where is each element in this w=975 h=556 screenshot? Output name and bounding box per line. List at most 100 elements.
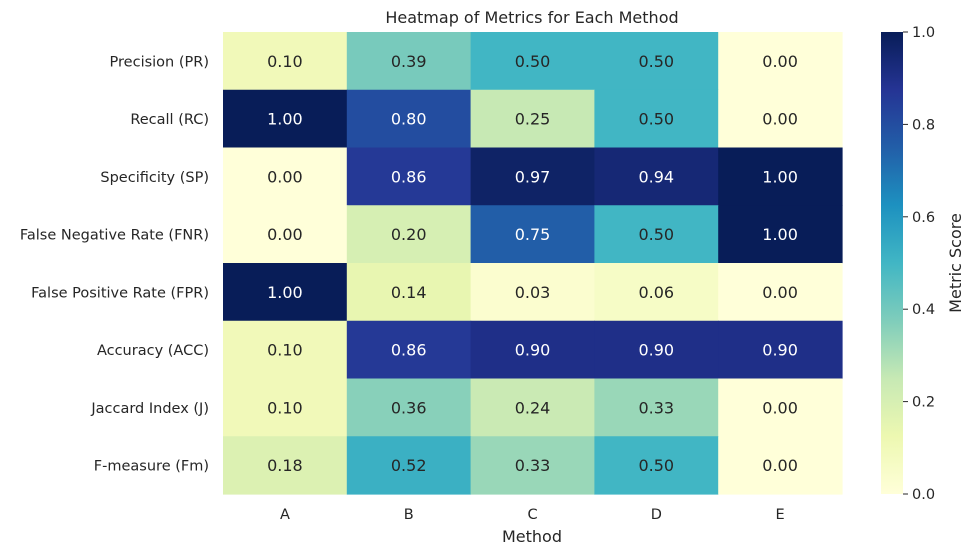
x-tick-label: A — [280, 507, 290, 523]
heatmap-cell — [346, 378, 472, 437]
heatmap-cell — [223, 89, 348, 149]
cell-value-label: 0.90 — [762, 341, 798, 360]
heatmap-cell — [718, 147, 843, 206]
heatmap-cell — [718, 89, 843, 149]
colorbar-tick-label: 0.6 — [912, 210, 935, 226]
cell-value-label: 0.90 — [638, 341, 674, 360]
heatmap-cell — [718, 378, 843, 437]
y-axis-tick-labels: Precision (PR) Recall (RC) Specificity (SP… — [20, 54, 209, 474]
heatmap-cell — [718, 32, 843, 91]
cell-value-label: 0.20 — [391, 225, 427, 244]
cell-value-label: 0.33 — [638, 398, 674, 417]
heatmap-cell — [346, 205, 472, 264]
heatmap-cell — [470, 378, 595, 437]
colorbar-tick-label: 0.8 — [912, 117, 935, 133]
cell-value-label: 1.00 — [762, 225, 798, 244]
heatmap-cell — [223, 436, 348, 495]
heatmap-cell — [223, 320, 348, 380]
cell-value-label: 0.14 — [391, 283, 427, 302]
cell-value-label: 0.75 — [515, 225, 551, 244]
x-tick-label: D — [651, 507, 662, 523]
cell-value-label: 0.90 — [515, 341, 551, 360]
y-tick-label: Specificity (SP) — [100, 170, 209, 186]
cell-value-label: 1.00 — [267, 110, 303, 129]
heatmap-cell — [470, 320, 595, 380]
heatmap-cell — [470, 89, 595, 149]
y-tick-label: Recall (RC) — [130, 112, 209, 128]
heatmap-cell — [223, 378, 348, 437]
heatmap-cell — [594, 89, 719, 149]
colorbar-tick-label: 0.4 — [912, 302, 935, 318]
cell-value-label: 0.25 — [515, 110, 551, 129]
heatmap-cell — [470, 32, 595, 91]
heatmap-cell — [470, 436, 595, 495]
cell-value-label: 0.10 — [267, 52, 303, 71]
heatmap-cell — [470, 147, 595, 206]
y-tick-label: Jaccard Index (J) — [90, 401, 209, 417]
heatmap-cell — [718, 263, 843, 322]
y-tick-label: F-measure (Fm) — [94, 459, 209, 475]
y-tick-label: False Positive Rate (FPR) — [31, 285, 209, 301]
heatmap-cell — [346, 147, 472, 206]
cell-value-label: 0.86 — [391, 167, 427, 186]
heatmap-cell — [718, 436, 843, 495]
x-axis-tick-labels: A B C D E — [280, 507, 785, 523]
cell-value-label: 1.00 — [267, 283, 303, 302]
x-tick-label: E — [776, 507, 785, 523]
heatmap-cell — [718, 320, 843, 380]
colorbar-ticks: 0.0 0.2 0.4 0.6 0.8 1.0 — [903, 25, 935, 503]
heatmap-cell — [346, 436, 472, 495]
heatmap-cell — [594, 263, 719, 322]
heatmap-cell — [594, 436, 719, 495]
cell-value-label: 0.00 — [267, 225, 303, 244]
cell-value-label: 0.33 — [515, 456, 551, 475]
cell-value-label: 0.52 — [391, 456, 427, 475]
heatmap-cell — [223, 205, 348, 264]
x-tick-label: B — [404, 507, 414, 523]
cell-value-label: 0.00 — [762, 52, 798, 71]
colorbar-tick-label: 1.0 — [912, 25, 935, 41]
heatmap-cell — [346, 320, 472, 380]
heatmap-cell — [594, 320, 719, 380]
cell-value-label: 0.10 — [267, 341, 303, 360]
cell-value-label: 0.24 — [515, 398, 551, 417]
cell-value-label: 0.50 — [638, 225, 674, 244]
cell-value-label: 0.00 — [762, 110, 798, 129]
chart-title: Heatmap of Metrics for Each Method — [385, 8, 678, 27]
colorbar-label: Metric Score — [946, 213, 965, 313]
cell-value-label: 0.00 — [762, 398, 798, 417]
cell-value-label: 0.06 — [638, 283, 674, 302]
heatmap-cell — [718, 205, 843, 264]
cell-value-label: 0.10 — [267, 398, 303, 417]
cell-value-label: 0.50 — [638, 52, 674, 71]
heatmap-cell — [346, 263, 472, 322]
colorbar-tick-label: 0.0 — [912, 487, 935, 503]
heatmap-cell — [594, 32, 719, 91]
y-tick-label: Precision (PR) — [110, 54, 209, 70]
cell-value-label: 0.50 — [638, 456, 674, 475]
cell-value-label: 0.39 — [391, 52, 427, 71]
y-tick-label: Accuracy (ACC) — [97, 343, 209, 359]
colorbar-tick-label: 0.2 — [912, 395, 935, 411]
cell-value-label: 0.00 — [762, 456, 798, 475]
cell-value-label: 0.50 — [638, 110, 674, 129]
cell-value-label: 0.03 — [515, 283, 551, 302]
heatmap-cells — [223, 32, 843, 495]
cell-value-label: 0.86 — [391, 341, 427, 360]
colorbar — [881, 32, 903, 494]
cell-value-label: 1.00 — [762, 167, 798, 186]
cell-value-label: 0.00 — [267, 167, 303, 186]
cell-value-label: 0.00 — [762, 283, 798, 302]
heatmap-cell — [470, 263, 595, 322]
cell-value-label: 0.50 — [515, 52, 551, 71]
cell-value-label: 0.80 — [391, 110, 427, 129]
heatmap-cell — [223, 147, 348, 206]
heatmap-cell — [594, 147, 719, 206]
heatmap-cell — [594, 378, 719, 437]
heatmap-cell — [346, 89, 472, 149]
cell-value-label: 0.94 — [638, 167, 674, 186]
heatmap-cell — [223, 263, 348, 322]
cell-value-label: 0.36 — [391, 398, 427, 417]
x-tick-label: C — [527, 507, 537, 523]
